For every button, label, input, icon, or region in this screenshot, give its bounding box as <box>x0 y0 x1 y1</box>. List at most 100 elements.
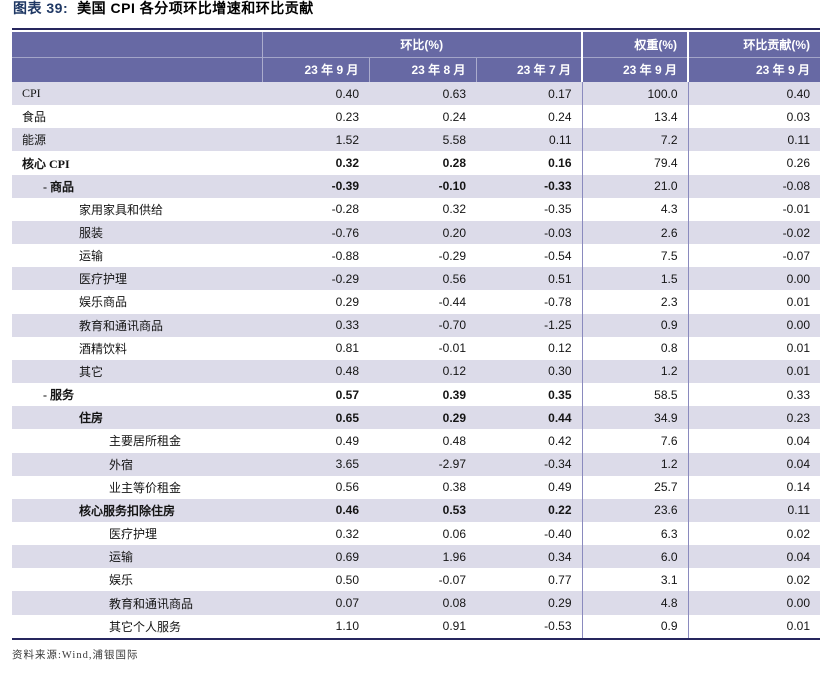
mom-value: -0.78 <box>476 290 583 314</box>
figure-number: 图表 39: <box>13 0 69 16</box>
row-label: 医疗护理 <box>12 521 262 546</box>
mom-value: -0.35 <box>476 197 583 221</box>
contrib-value: 0.02 <box>687 521 821 546</box>
header-contrib-month: 23 年 9 月 <box>687 56 821 82</box>
row-label: 其它个人服务 <box>12 614 262 638</box>
weight-value: 58.5 <box>581 383 689 407</box>
mom-value: 0.50 <box>262 568 369 592</box>
mom-value: 0.06 <box>369 521 476 546</box>
table-row: 医疗护理 -0.29 0.56 0.51 1.5 0.00 <box>12 267 821 291</box>
weight-value: 100.0 <box>581 82 689 106</box>
mom-value: 3.65 <box>262 452 369 476</box>
mom-value: 0.29 <box>369 406 476 430</box>
header-weight-month: 23 年 9 月 <box>581 56 689 82</box>
header-month-aug: 23 年 8 月 <box>368 56 476 82</box>
weight-value: 34.9 <box>581 406 689 430</box>
contrib-value: 0.00 <box>687 313 821 337</box>
mom-value: 0.49 <box>262 429 369 453</box>
weight-value: 4.8 <box>581 591 689 615</box>
mom-value: 0.24 <box>476 105 583 129</box>
mom-value: 0.23 <box>262 105 369 129</box>
header-weight-group: 权重(%) <box>581 32 689 57</box>
contrib-value: 0.14 <box>687 475 821 499</box>
contrib-value: 0.04 <box>687 452 821 476</box>
mom-value: 0.57 <box>262 383 369 407</box>
row-label: 娱乐商品 <box>12 290 262 314</box>
table-row: 酒精饮料 0.81 -0.01 0.12 0.8 0.01 <box>12 336 821 360</box>
contrib-value: 0.00 <box>687 591 821 615</box>
mom-value: -0.76 <box>262 220 369 245</box>
contrib-value: 0.33 <box>687 383 821 407</box>
table-body: CPI 0.40 0.63 0.17 100.0 0.40 食品 0.23 0.24 0.24 13… <box>12 82 821 638</box>
mom-value: -0.39 <box>262 174 369 198</box>
table-row: 运输 -0.88 -0.29 -0.54 7.5 -0.07 <box>12 244 821 268</box>
table-row: 教育和通讯商品 0.07 0.08 0.29 4.8 0.00 <box>12 591 821 615</box>
mom-value: 0.40 <box>262 82 369 106</box>
mom-value: -1.25 <box>476 313 583 337</box>
mom-value: 0.46 <box>262 498 369 522</box>
mom-value: -0.07 <box>369 568 476 592</box>
weight-value: 79.4 <box>581 151 689 175</box>
row-label: 业主等价租金 <box>12 475 262 499</box>
table-row: 能源 1.52 5.58 0.11 7.2 0.11 <box>12 128 821 152</box>
mom-value: 0.20 <box>369 220 476 245</box>
mom-value: 1.52 <box>262 128 369 152</box>
source-note: 资料来源:Wind,浦银国际 <box>12 649 139 661</box>
weight-value: 0.8 <box>581 336 689 360</box>
bottom-rule <box>12 637 820 640</box>
mom-value: 0.30 <box>476 359 583 384</box>
mom-value: 0.39 <box>369 383 476 407</box>
mom-value: 1.96 <box>369 545 476 569</box>
contrib-value: 0.01 <box>687 290 821 314</box>
row-label: 主要居所租金 <box>12 429 262 453</box>
mom-value: 0.33 <box>262 313 369 337</box>
contrib-value: 0.01 <box>687 359 821 384</box>
mom-value: 0.07 <box>262 591 369 615</box>
mom-value: 0.56 <box>262 475 369 499</box>
cpi-table: 环比(%) 权重(%) 环比贡献(%) 23 年 9 月 23 年 8 月 23… <box>12 32 821 638</box>
mom-value: -0.28 <box>262 197 369 221</box>
weight-value: 2.3 <box>581 290 689 314</box>
mom-value: 0.91 <box>369 614 476 638</box>
contrib-value: 0.02 <box>687 568 821 592</box>
mom-value: 0.32 <box>262 151 369 175</box>
row-label: - 服务 <box>12 383 262 407</box>
row-label: 食品 <box>12 105 262 129</box>
mom-value: 0.44 <box>476 406 583 430</box>
weight-value: 25.7 <box>581 475 689 499</box>
weight-value: 2.6 <box>581 220 689 245</box>
mom-value: -0.34 <box>476 452 583 476</box>
table-row: 医疗护理 0.32 0.06 -0.40 6.3 0.02 <box>12 521 821 546</box>
table-row: 服装 -0.76 0.20 -0.03 2.6 -0.02 <box>12 220 821 245</box>
table-row: 核心 CPI 0.32 0.28 0.16 79.4 0.26 <box>12 151 821 175</box>
header-group-row: 环比(%) 权重(%) 环比贡献(%) <box>12 32 821 57</box>
contrib-value: 0.04 <box>687 429 821 453</box>
header-empty-cell <box>12 32 262 57</box>
mom-value: 0.42 <box>476 429 583 453</box>
table-header: 环比(%) 权重(%) 环比贡献(%) 23 年 9 月 23 年 8 月 23… <box>12 32 821 82</box>
table-row: - 商品 -0.39 -0.10 -0.33 21.0 -0.08 <box>12 174 821 198</box>
header-month-row: 23 年 9 月 23 年 8 月 23 年 7 月 23 年 9 月 23 年… <box>12 56 821 82</box>
row-label: 教育和通讯商品 <box>12 591 262 615</box>
weight-value: 13.4 <box>581 105 689 129</box>
mom-value: 0.16 <box>476 151 583 175</box>
mom-value: -0.10 <box>369 174 476 198</box>
table-row: 其它个人服务 1.10 0.91 -0.53 0.9 0.01 <box>12 614 821 638</box>
contrib-value: 0.00 <box>687 267 821 291</box>
mom-value: 0.29 <box>476 591 583 615</box>
mom-value: 0.24 <box>369 105 476 129</box>
mom-value: 5.58 <box>369 128 476 152</box>
row-label: - 商品 <box>12 174 262 198</box>
contrib-value: 0.26 <box>687 151 821 175</box>
row-label: 核心 CPI <box>12 151 262 175</box>
mom-value: 0.32 <box>369 197 476 221</box>
table-row: 业主等价租金 0.56 0.38 0.49 25.7 0.14 <box>12 475 821 499</box>
contrib-value: -0.08 <box>687 174 821 198</box>
weight-value: 1.2 <box>581 359 689 384</box>
weight-value: 1.2 <box>581 452 689 476</box>
mom-value: 0.63 <box>369 82 476 106</box>
figure-title: 图表 39: 美国 CPI 各分项环比增速和环比贡献 <box>13 0 820 17</box>
row-label: 能源 <box>12 128 262 152</box>
contrib-value: 0.11 <box>687 498 821 522</box>
mom-value: 0.11 <box>476 128 583 152</box>
